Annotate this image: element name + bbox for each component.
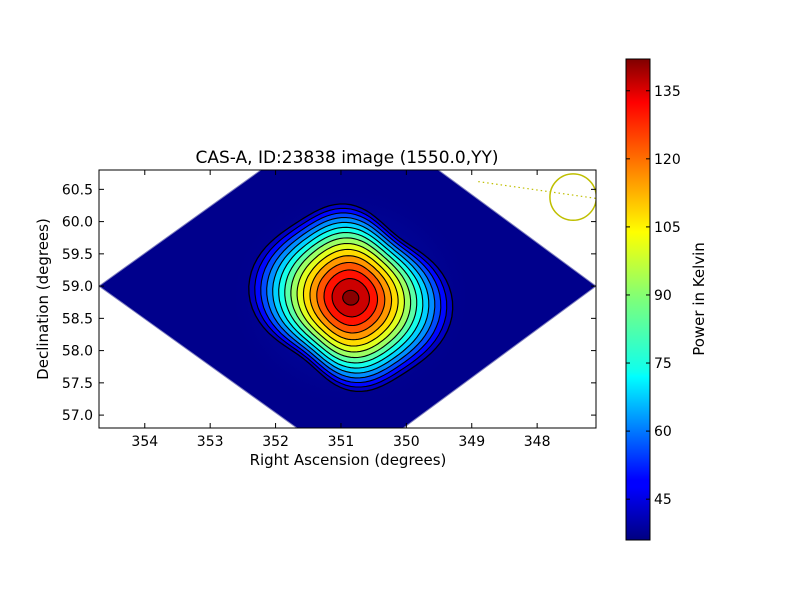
y-tick-label: 57.0 <box>62 408 93 424</box>
beam-layer <box>478 173 596 222</box>
x-tick-label: 353 <box>197 434 224 450</box>
colorbar-tick-label: 120 <box>654 152 681 168</box>
y-axis-label: Declination (degrees) <box>34 218 52 380</box>
colorbar-tick-label: 60 <box>654 424 672 440</box>
y-tick-label: 60.0 <box>62 215 93 231</box>
x-tick-label: 348 <box>524 434 551 450</box>
colorbar-ticks: 45 60 75 90 105 120 135 <box>626 84 681 508</box>
x-axis: 354 353 352 351 350 349 348 <box>131 170 551 450</box>
x-tick-label: 354 <box>131 434 158 450</box>
x-tick-label: 349 <box>458 434 485 450</box>
colorbar: 45 60 75 90 105 120 135 Power in Kelvin <box>625 58 708 541</box>
colorbar-gradient <box>625 58 651 541</box>
y-axis: 57.0 57.5 58.0 58.5 59.0 59.5 60.0 60.5 <box>62 182 596 424</box>
x-tick-label: 350 <box>393 434 420 450</box>
x-axis-label: Right Ascension (degrees) <box>250 451 447 469</box>
colorbar-tick-label: 45 <box>654 492 672 508</box>
colorbar-tick-label: 135 <box>654 84 681 100</box>
colorbar-tick-label: 105 <box>654 220 681 236</box>
chart-title: CAS-A, ID:23838 image (1550.0,YY) <box>195 148 498 168</box>
colorbar-label: Power in Kelvin <box>690 242 708 356</box>
y-tick-label: 59.5 <box>62 247 93 263</box>
x-tick-label: 352 <box>262 434 289 450</box>
plot-frame <box>98 169 597 429</box>
x-tick-label: 351 <box>328 434 355 450</box>
contour-layer <box>248 203 454 393</box>
colorbar-tick-label: 75 <box>654 356 672 372</box>
contour-level <box>342 289 360 306</box>
y-tick-label: 57.5 <box>62 376 93 392</box>
y-tick-label: 58.0 <box>62 344 93 360</box>
y-tick-label: 58.5 <box>62 311 93 327</box>
beam-guide-line <box>478 181 596 199</box>
colorbar-tick-label: 90 <box>654 288 672 304</box>
beam-circle <box>549 173 596 222</box>
plot-area <box>99 170 596 428</box>
y-tick-label: 59.0 <box>62 279 93 295</box>
y-tick-label: 60.5 <box>62 182 93 198</box>
